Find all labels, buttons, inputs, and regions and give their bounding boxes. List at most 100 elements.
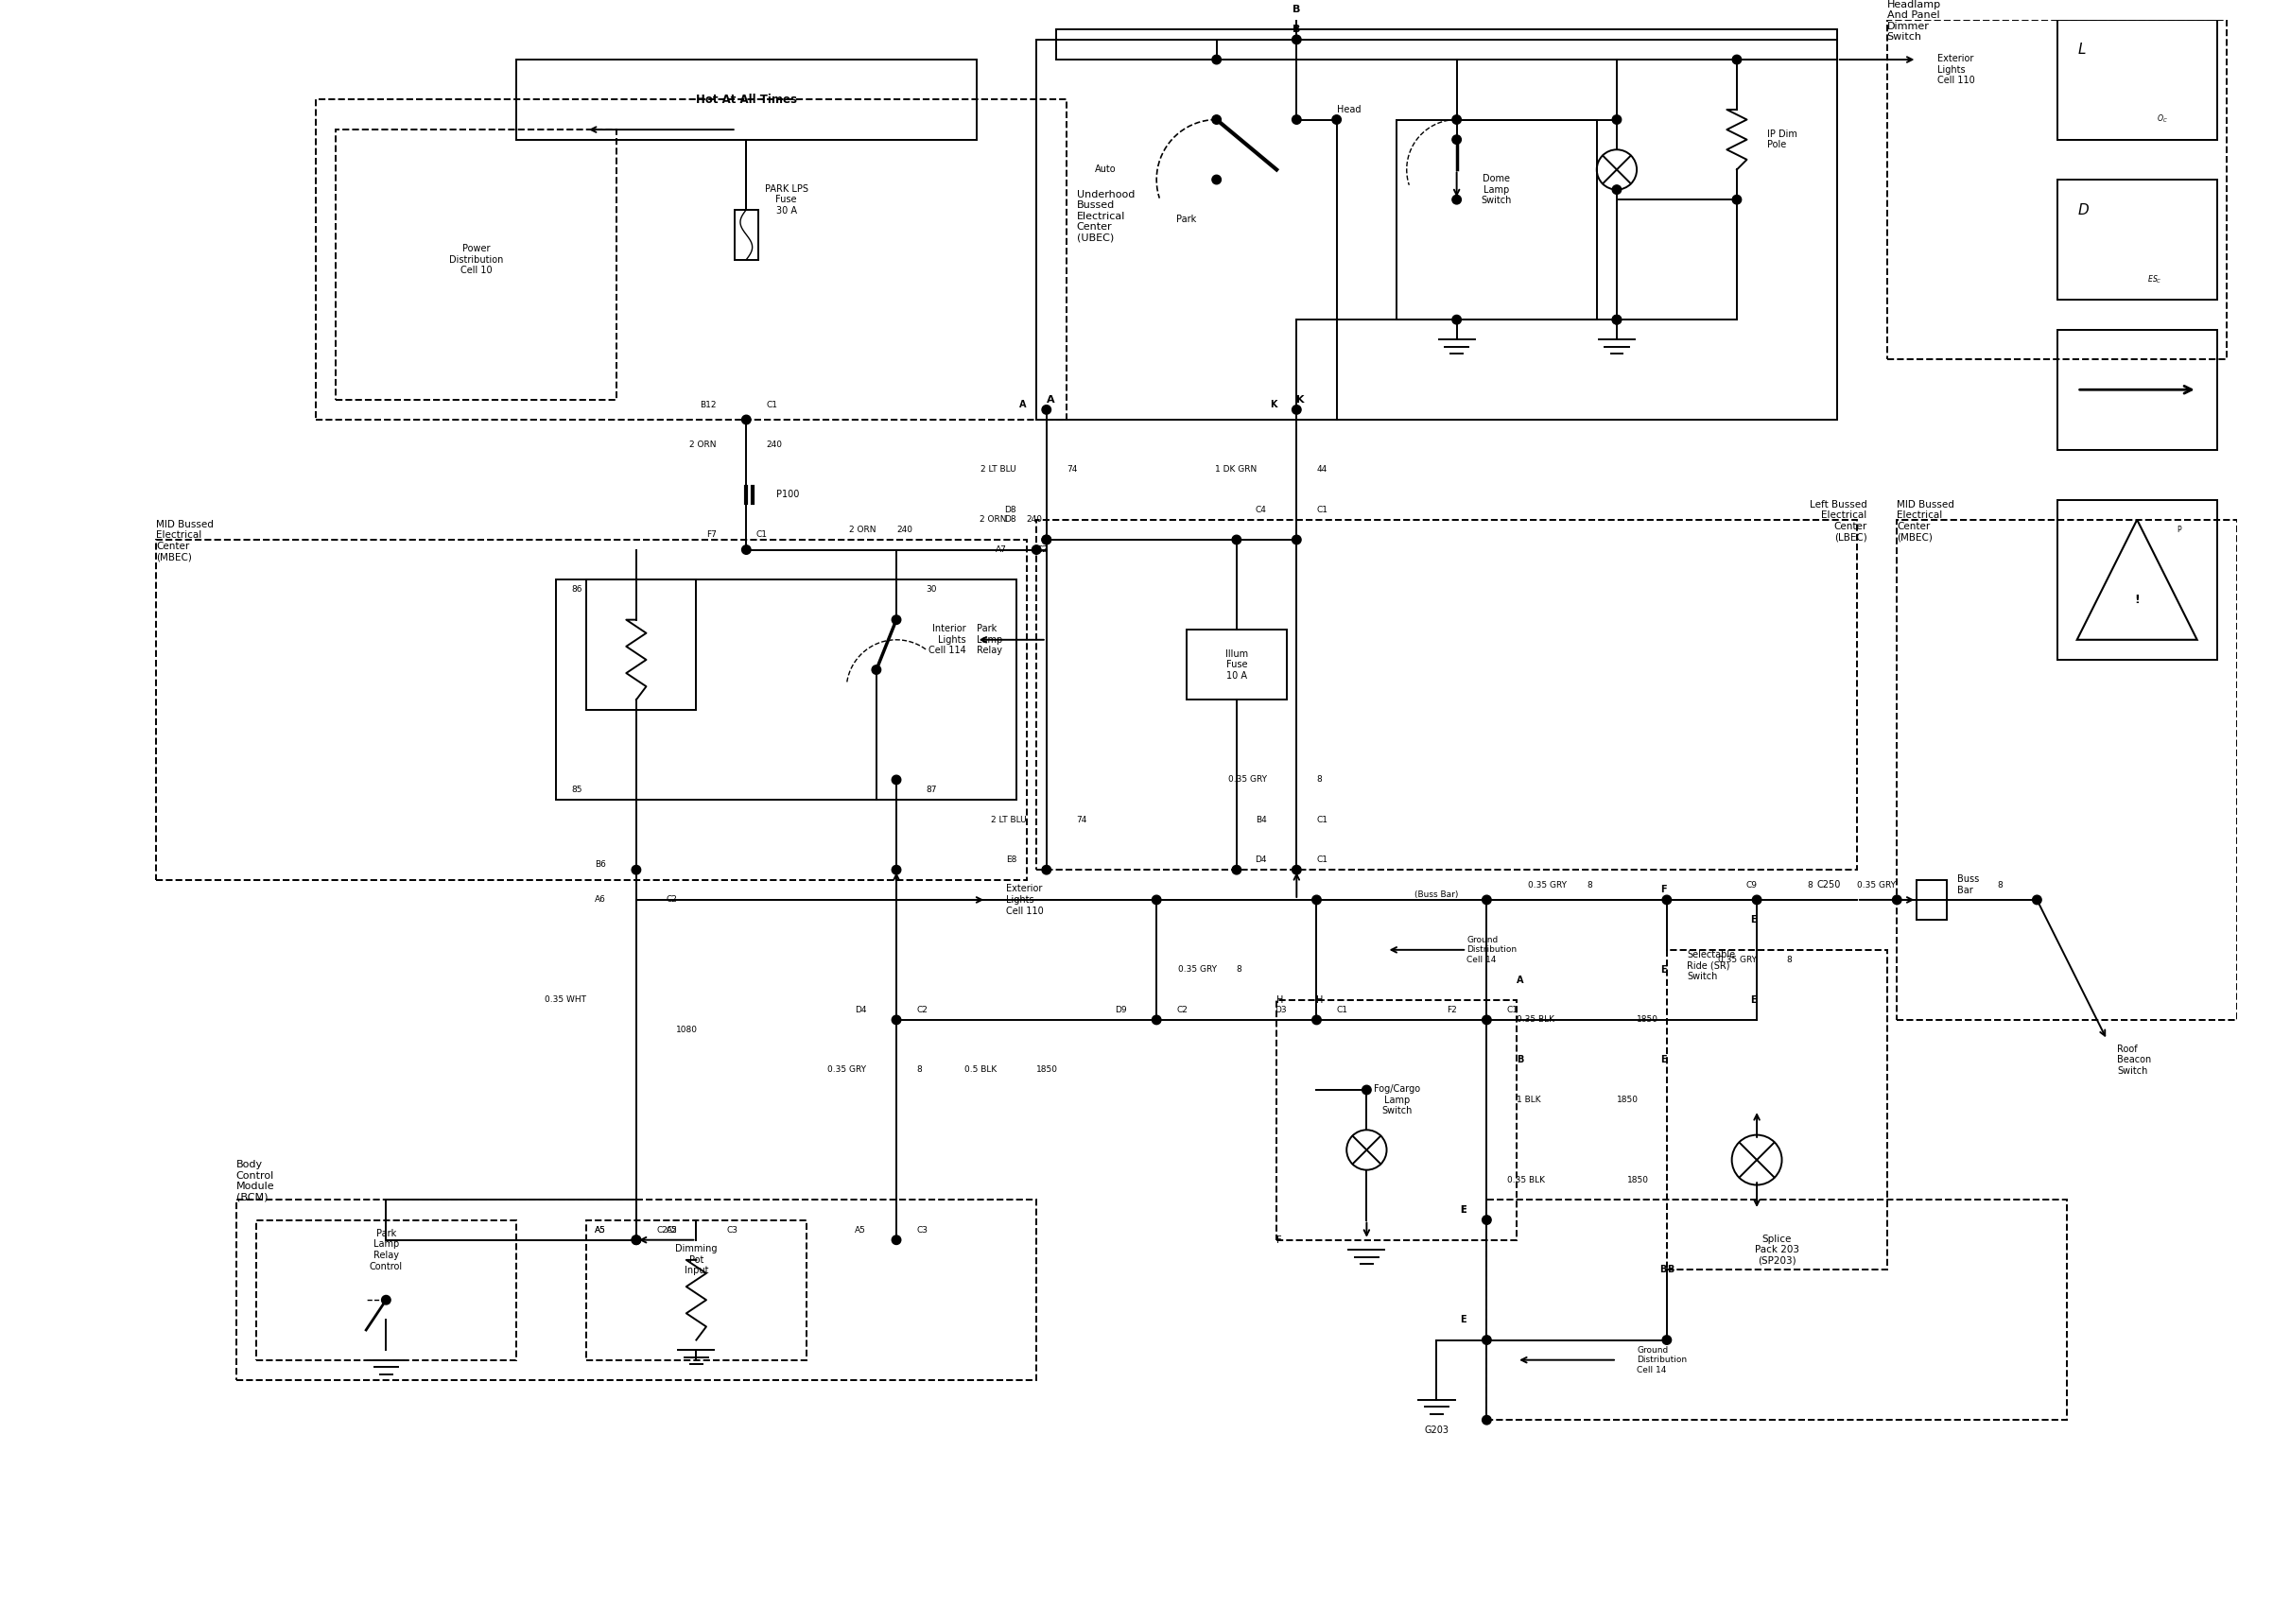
- Text: K: K: [1296, 395, 1305, 404]
- Text: Auto: Auto: [1096, 166, 1116, 174]
- Text: E: E: [1750, 914, 1757, 924]
- Bar: [516, 60, 977, 140]
- Text: C3: C3: [727, 1226, 739, 1234]
- Text: 1850: 1850: [1036, 1065, 1059, 1073]
- Bar: [586, 580, 696, 710]
- Circle shape: [891, 866, 900, 874]
- Text: C250: C250: [1816, 880, 1841, 890]
- Text: B: B: [1666, 1265, 1673, 1275]
- Text: C2: C2: [657, 1226, 668, 1234]
- Circle shape: [1291, 406, 1300, 414]
- Text: 8: 8: [916, 1065, 923, 1073]
- Text: C1: C1: [1316, 856, 1327, 864]
- Text: B: B: [1293, 24, 1300, 34]
- Text: A5: A5: [596, 1226, 607, 1234]
- Text: E8: E8: [1005, 856, 1016, 864]
- Bar: [1666, 950, 1887, 1270]
- Text: G203: G203: [1425, 1426, 1448, 1434]
- Text: D4: D4: [1255, 856, 1266, 864]
- Circle shape: [1312, 1015, 1321, 1025]
- Text: Exterior
Lights
Cell 110: Exterior Lights Cell 110: [1937, 54, 1975, 86]
- Circle shape: [632, 1236, 641, 1244]
- Bar: [1187, 630, 1287, 700]
- Circle shape: [1041, 866, 1050, 874]
- Text: E: E: [1462, 1205, 1466, 1215]
- Text: Interior
Lights
Cell 114: Interior Lights Cell 114: [930, 624, 966, 656]
- Text: 2 LT BLU: 2 LT BLU: [982, 466, 1016, 474]
- Text: E: E: [1750, 996, 1757, 1005]
- Text: 8: 8: [1316, 776, 1323, 784]
- Text: B: B: [1516, 1056, 1523, 1065]
- Circle shape: [1482, 1416, 1491, 1424]
- Text: Ground
Distribution
Cell 14: Ground Distribution Cell 14: [1637, 1346, 1687, 1374]
- Text: IP Dim
Pole: IP Dim Pole: [1766, 130, 1798, 149]
- Text: 240: 240: [896, 526, 911, 534]
- Circle shape: [1452, 115, 1462, 123]
- Circle shape: [1212, 55, 1221, 63]
- Text: D3: D3: [1275, 1005, 1287, 1013]
- Circle shape: [1212, 115, 1221, 123]
- Text: 0.35 GRY: 0.35 GRY: [1718, 955, 1757, 965]
- Text: D8: D8: [1005, 515, 1016, 525]
- Text: C1: C1: [757, 531, 768, 539]
- Text: C2: C2: [1036, 546, 1048, 554]
- Text: $D$: $D$: [2078, 201, 2089, 218]
- Bar: [586, 1220, 807, 1359]
- Circle shape: [873, 666, 882, 674]
- Text: Dimming
Pot
Input: Dimming Pot Input: [675, 1244, 718, 1275]
- Text: C2: C2: [916, 1005, 927, 1013]
- Text: Left Bussed
Electrical
Center
(LBEC): Left Bussed Electrical Center (LBEC): [1809, 500, 1866, 542]
- Circle shape: [1752, 895, 1762, 905]
- Text: Power
Distribution
Cell 10: Power Distribution Cell 10: [450, 244, 502, 276]
- Circle shape: [1232, 866, 1241, 874]
- Circle shape: [2032, 895, 2041, 905]
- Text: D4: D4: [855, 1005, 866, 1013]
- Text: Park
Lamp
Relay: Park Lamp Relay: [977, 624, 1002, 656]
- Text: A: A: [1018, 400, 1027, 409]
- Text: C2: C2: [666, 895, 677, 905]
- Text: C1: C1: [1316, 815, 1327, 823]
- Text: A: A: [1046, 395, 1055, 404]
- Text: 240: 240: [1027, 515, 1043, 525]
- Text: E: E: [1462, 1205, 1466, 1215]
- Text: 8: 8: [1237, 966, 1241, 974]
- Circle shape: [1612, 315, 1621, 325]
- Text: 0.35 GRY: 0.35 GRY: [1857, 880, 1896, 888]
- Text: C9: C9: [1746, 880, 1757, 888]
- Circle shape: [1041, 406, 1050, 414]
- Text: B4: B4: [1255, 815, 1266, 823]
- Text: 8: 8: [1807, 880, 1812, 888]
- Text: 86: 86: [571, 586, 582, 594]
- Text: C4: C4: [1255, 505, 1266, 513]
- Circle shape: [1032, 546, 1041, 554]
- Text: C1: C1: [1507, 1005, 1518, 1013]
- Circle shape: [1041, 536, 1050, 544]
- Text: $_{ES_C}$: $_{ES_C}$: [2148, 273, 2162, 286]
- Text: C1: C1: [766, 401, 777, 409]
- Text: 74: 74: [1066, 466, 1077, 474]
- Bar: [157, 539, 1027, 880]
- Text: A6: A6: [596, 895, 607, 905]
- Bar: [1916, 880, 1948, 919]
- Circle shape: [1452, 135, 1462, 145]
- Text: 0.35 WHT: 0.35 WHT: [546, 996, 586, 1004]
- Text: Park: Park: [1177, 214, 1196, 224]
- Text: E: E: [1662, 965, 1666, 974]
- Text: Fog/Cargo
Lamp
Switch: Fog/Cargo Lamp Switch: [1373, 1085, 1421, 1116]
- Text: !: !: [2134, 594, 2139, 606]
- Circle shape: [741, 546, 750, 554]
- Text: B: B: [1293, 5, 1300, 15]
- Text: Buss
Bar: Buss Bar: [1957, 875, 1980, 895]
- Circle shape: [1291, 36, 1300, 44]
- Text: 2 LT BLU: 2 LT BLU: [991, 815, 1027, 823]
- Bar: [1487, 1200, 2066, 1419]
- Circle shape: [1362, 1085, 1371, 1095]
- Text: Body
Control
Module
(BCM): Body Control Module (BCM): [236, 1160, 275, 1202]
- Text: Underhood
Bussed
Electrical
Center
(UBEC): Underhood Bussed Electrical Center (UBEC…: [1077, 190, 1134, 244]
- Circle shape: [891, 1236, 900, 1244]
- Circle shape: [891, 615, 900, 624]
- Text: 0.35 GRY: 0.35 GRY: [827, 1065, 866, 1073]
- Text: Head: Head: [1337, 106, 1362, 114]
- Text: 0.35 GRY: 0.35 GRY: [1527, 880, 1566, 888]
- Text: 2 ORN: 2 ORN: [689, 440, 716, 448]
